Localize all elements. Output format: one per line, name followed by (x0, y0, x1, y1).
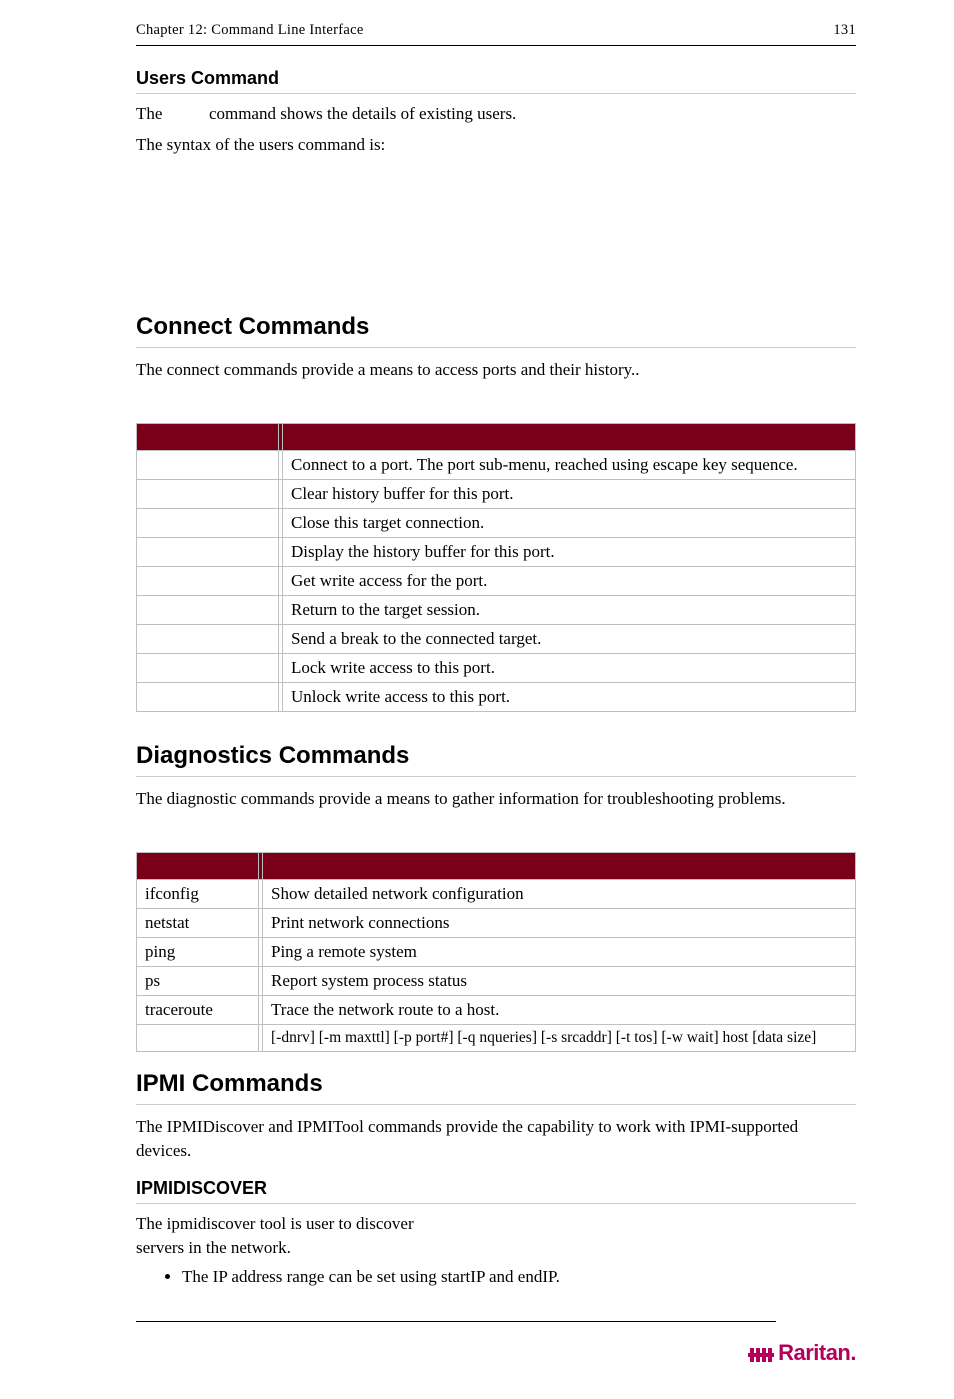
ipmidiscover-p1: The ipmidiscover tool is user to discove… (136, 1212, 856, 1237)
ipmidiscover-p2: servers in the network. (136, 1236, 856, 1261)
desc-cell: Ping a remote system (263, 937, 856, 966)
cmd-cell: ping (137, 937, 259, 966)
connect-th-description (283, 423, 856, 450)
desc-cell: Get write access for the port. (283, 566, 856, 595)
diagnostics-intro: The diagnostic commands provide a means … (136, 787, 856, 812)
desc-cell: Print network connections (263, 908, 856, 937)
table-row: Return to the target session. (137, 595, 856, 624)
table-row: Connect to a port. The port sub-menu, re… (137, 450, 856, 479)
ipmidiscover-bullets: The IP address range can be set using st… (182, 1267, 856, 1287)
heading-diagnostics-commands: Diagnostics Commands (136, 742, 856, 777)
desc-cell: Report system process status (263, 966, 856, 995)
running-header-chapter: Chapter 12: Command Line Interface (136, 22, 364, 39)
cmd-cell (137, 682, 279, 711)
diagnostics-commands-table: ifconfigShow detailed network configurat… (136, 852, 856, 1052)
cmd-cell: ifconfig (137, 879, 259, 908)
table-row: Close this target connection. (137, 508, 856, 537)
cmd-cell (137, 624, 279, 653)
cmd-cell: netstat (137, 908, 259, 937)
diag-th-description (263, 852, 856, 879)
brand-logo-icon (748, 1344, 774, 1362)
cmd-cell (137, 653, 279, 682)
heading-ipmi-commands: IPMI Commands (136, 1070, 856, 1105)
table-row: Clear history buffer for this port. (137, 479, 856, 508)
desc-cell: Connect to a port. The port sub-menu, re… (283, 450, 856, 479)
desc-cell: [-dnrv] [-m maxttl] [-p port#] [-q nquer… (263, 1024, 856, 1051)
table-header-row (137, 423, 856, 450)
running-header-page-number: 131 (833, 22, 856, 39)
heading-ipmidiscover: IPMIDISCOVER (136, 1178, 856, 1204)
table-row: Lock write access to this port. (137, 653, 856, 682)
page: Chapter 12: Command Line Interface 131 U… (0, 0, 954, 1399)
cmd-cell (137, 537, 279, 566)
cmd-cell (137, 1024, 259, 1051)
connect-intro: The connect commands provide a means to … (136, 358, 856, 383)
desc-cell: Lock write access to this port. (283, 653, 856, 682)
desc-cell: Show detailed network configuration (263, 879, 856, 908)
brand-logo: Raritan. (136, 1340, 856, 1369)
table-row: Send a break to the connected target. (137, 624, 856, 653)
table-row: psReport system process status (137, 966, 856, 995)
table-row: ifconfigShow detailed network configurat… (137, 879, 856, 908)
connect-commands-table: Connect to a port. The port sub-menu, re… (136, 423, 856, 712)
desc-cell: Return to the target session. (283, 595, 856, 624)
cmd-cell: ps (137, 966, 259, 995)
table-row: netstatPrint network connections (137, 908, 856, 937)
table-header-row (137, 852, 856, 879)
footer-rule (136, 1321, 776, 1322)
cmd-cell (137, 450, 279, 479)
table-row: pingPing a remote system (137, 937, 856, 966)
desc-cell: Trace the network route to a host. (263, 995, 856, 1024)
list-item: The IP address range can be set using st… (182, 1267, 856, 1287)
cmd-cell (137, 595, 279, 624)
cmd-cell (137, 508, 279, 537)
cmd-cell (137, 566, 279, 595)
desc-cell: Close this target connection. (283, 508, 856, 537)
table-row: [-dnrv] [-m maxttl] [-p port#] [-q nquer… (137, 1024, 856, 1051)
cmd-cell (137, 479, 279, 508)
table-row: Get write access for the port. (137, 566, 856, 595)
table-row: Display the history buffer for this port… (137, 537, 856, 566)
table-row: Unlock write access to this port. (137, 682, 856, 711)
cmd-cell: traceroute (137, 995, 259, 1024)
desc-cell: Display the history buffer for this port… (283, 537, 856, 566)
heading-connect-commands: Connect Commands (136, 313, 856, 348)
users-p1-b: command shows the details of existing us… (209, 104, 516, 123)
brand-logo-text: Raritan. (748, 1340, 856, 1366)
desc-cell: Send a break to the connected target. (283, 624, 856, 653)
desc-cell: Clear history buffer for this port. (283, 479, 856, 508)
heading-users-command: Users Command (136, 68, 856, 94)
ipmi-intro: The IPMIDiscover and IPMITool commands p… (136, 1115, 856, 1164)
users-p1-a: The (136, 104, 167, 123)
brand-name: Raritan. (778, 1340, 856, 1366)
users-paragraph-2: The syntax of the users command is: (136, 133, 856, 158)
connect-th-command (137, 423, 279, 450)
running-header: Chapter 12: Command Line Interface 131 (136, 22, 856, 46)
table-row: tracerouteTrace the network route to a h… (137, 995, 856, 1024)
users-paragraph-1: The command shows the details of existin… (136, 102, 856, 127)
desc-cell: Unlock write access to this port. (283, 682, 856, 711)
diag-th-command (137, 852, 259, 879)
